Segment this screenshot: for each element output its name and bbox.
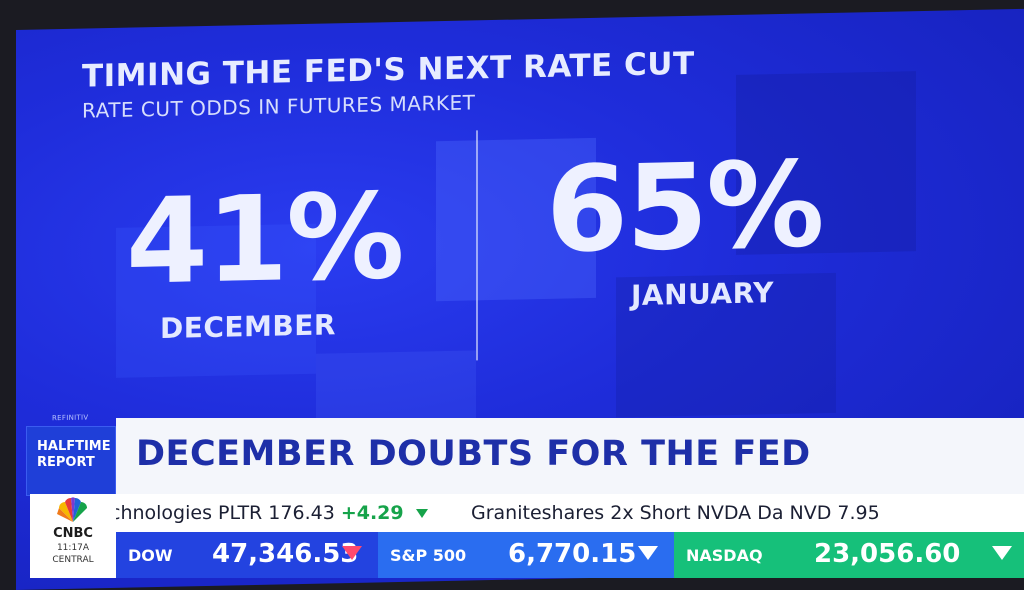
market-dow: DOW 47,346.53 bbox=[116, 532, 378, 578]
market-value: 6,770.15 bbox=[508, 539, 637, 569]
market-value: 47,346.53 bbox=[212, 539, 359, 569]
crawl-item: Graniteshares 2x Short NVDA Da NVD 7.95 bbox=[471, 502, 880, 524]
crawl-item-text: Graniteshares 2x Short NVDA Da NVD 7.95 bbox=[471, 502, 880, 524]
down-arrow-icon bbox=[342, 546, 362, 560]
crawl-item: chnologies PLTR 176.43 +4.29 bbox=[116, 502, 428, 524]
market-name: NASDAQ bbox=[686, 546, 763, 565]
up-arrow-icon bbox=[415, 509, 428, 518]
january-odds-value: 65% bbox=[546, 135, 823, 279]
broadcast-timezone: CENTRAL bbox=[52, 555, 94, 565]
crawl-item-text: chnologies PLTR 176.43 bbox=[116, 502, 335, 524]
peacock-logo-icon bbox=[57, 497, 87, 522]
market-name: DOW bbox=[128, 546, 173, 565]
down-arrow-icon bbox=[992, 546, 1012, 560]
down-arrow-icon bbox=[638, 546, 658, 560]
market-nasdaq: NASDAQ 23,056.60 bbox=[674, 532, 1024, 578]
headline-text: DECEMBER DOUBTS FOR THE FED bbox=[136, 434, 811, 474]
market-name: S&P 500 bbox=[390, 546, 467, 565]
lower-third: HALFTIME REPORT DECEMBER DOUBTS FOR THE … bbox=[0, 418, 1024, 578]
december-odds-value: 41% bbox=[126, 166, 403, 311]
market-sp500: S&P 500 6,770.15 bbox=[378, 532, 674, 578]
show-logo: HALFTIME REPORT bbox=[26, 426, 116, 496]
market-value: 23,056.60 bbox=[814, 539, 961, 569]
graphic-subtitle: RATE CUT ODDS IN FUTURES MARKET bbox=[82, 90, 476, 123]
headline-bar: DECEMBER DOUBTS FOR THE FED bbox=[116, 418, 1024, 494]
network-bug: CNBC 11:17A CENTRAL bbox=[30, 494, 116, 578]
december-odds-label: DECEMBER bbox=[160, 308, 336, 345]
graphic-title: TIMING THE FED'S NEXT RATE CUT bbox=[82, 45, 695, 95]
stat-divider bbox=[476, 130, 478, 361]
broadcast-time: 11:17A bbox=[56, 543, 90, 553]
crawl-item-change: +4.29 bbox=[340, 502, 404, 524]
stock-crawl: chnologies PLTR 176.43 +4.29 Graniteshar… bbox=[116, 494, 1024, 532]
network-name: CNBC bbox=[53, 526, 93, 541]
january-odds-label: JANUARY bbox=[631, 276, 774, 313]
market-strip: DOW 47,346.53 S&P 500 6,770.15 NASDAQ 23… bbox=[116, 532, 1024, 578]
